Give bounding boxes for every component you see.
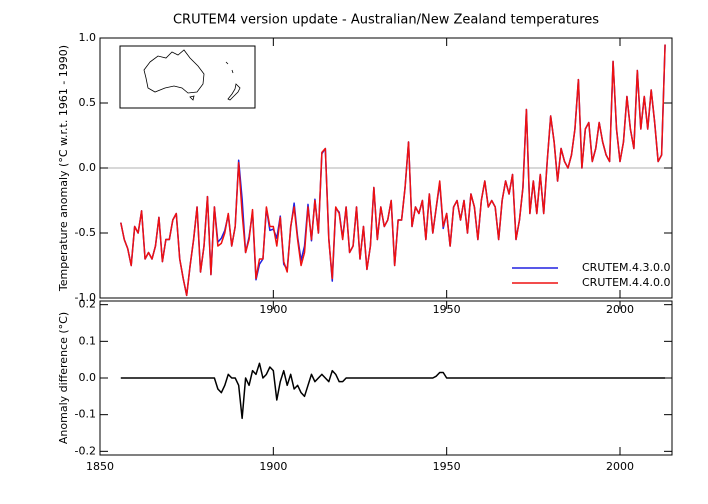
y-axis-label: Temperature anomaly (°C w.r.t. 1961 - 19… bbox=[57, 45, 70, 292]
legend-label: CRUTEM.4.3.0.0 bbox=[582, 261, 671, 274]
x-tick-label: 1900 bbox=[259, 303, 287, 316]
y-tick-label: 0.5 bbox=[79, 96, 97, 109]
y-tick-label: -0.2 bbox=[75, 444, 96, 457]
y-tick-label: 0.2 bbox=[79, 298, 97, 311]
x-tick-label: 1850 bbox=[86, 460, 114, 473]
x-tick-label: 1950 bbox=[433, 303, 461, 316]
chart-title: CRUTEM4 version update - Australian/New … bbox=[173, 13, 599, 28]
x-tick-label: 2000 bbox=[606, 303, 634, 316]
x-tick-label: 2000 bbox=[606, 460, 634, 473]
data-line bbox=[120, 44, 666, 297]
map-new-zealand bbox=[227, 83, 241, 101]
y-tick-label: 0.1 bbox=[79, 334, 97, 347]
y-axis-label: Anomaly difference (°C) bbox=[57, 312, 70, 444]
x-tick-label: 1900 bbox=[259, 460, 287, 473]
map-inset bbox=[119, 45, 256, 109]
y-tick-label: -1.0 bbox=[75, 291, 96, 304]
y-tick-label: 1.0 bbox=[79, 31, 97, 44]
y-tick-label: -0.5 bbox=[75, 226, 96, 239]
map-tasmania bbox=[189, 95, 195, 101]
x-tick-label: 1950 bbox=[433, 460, 461, 473]
y-tick-label: -0.1 bbox=[75, 408, 96, 421]
y-tick-label: 0.0 bbox=[79, 371, 97, 384]
y-tick-label: 0.0 bbox=[79, 161, 97, 174]
map-islands bbox=[225, 61, 234, 74]
map-australia bbox=[143, 49, 205, 94]
legend-label: CRUTEM.4.4.0.0 bbox=[582, 276, 671, 289]
data-line bbox=[120, 362, 666, 420]
